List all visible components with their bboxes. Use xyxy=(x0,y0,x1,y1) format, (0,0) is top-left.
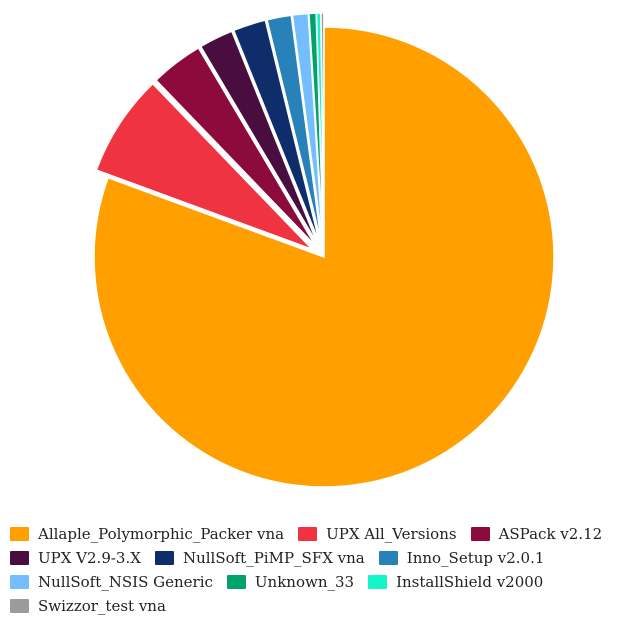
legend-label: NullSoft_NSIS Generic xyxy=(38,573,213,591)
legend-swatch xyxy=(378,551,398,565)
legend-label: Allaple_Polymorphic_Packer vna xyxy=(38,525,285,543)
legend-label: UPX V2.9-3.X xyxy=(38,549,141,567)
pie-slice-allaple-polymorphic-packer-vna xyxy=(93,26,555,488)
legend-swatch xyxy=(368,575,388,589)
legend-swatch xyxy=(226,575,246,589)
pie-slice-nullsoft-pimp-sfx-vna xyxy=(232,19,321,244)
legend-item-allaple-polymorphic-packer-vna: Allaple_Polymorphic_Packer vna xyxy=(10,525,284,543)
legend-item-unknown-33: Unknown_33 xyxy=(226,573,355,591)
pie-slice-upx-v2-9-3-x xyxy=(199,30,319,245)
legend-item-upx-all-versions: UPX All_Versions xyxy=(298,525,457,543)
legend-label: Unknown_33 xyxy=(254,573,355,591)
legend-label: ASPack v2.12 xyxy=(498,525,603,543)
legend-item-swizzor-test-vna: Swizzor_test vna xyxy=(10,597,166,615)
legend-swatch xyxy=(154,551,174,565)
pie-slice-swizzor-test-vna xyxy=(320,12,325,244)
legend-label: InstallShield v2000 xyxy=(396,573,544,591)
legend-swatch xyxy=(298,527,318,541)
legend-label: Swizzor_test vna xyxy=(38,597,166,615)
legend-label: NullSoft_PiMP_SFX vna xyxy=(182,549,365,567)
legend-swatch xyxy=(10,599,29,613)
pie-slice-upx-all-versions xyxy=(95,82,313,251)
pie-chart xyxy=(93,12,555,488)
legend-row: NullSoft_NSIS Generic Unknown_33 InstallSh… xyxy=(10,570,640,594)
legend-label: UPX All_Versions xyxy=(326,525,457,543)
legend-item-inno-setup-v2-0-1: Inno_Setup v2.0.1 xyxy=(378,549,545,567)
legend-item-aspack-v2-12: ASPack v2.12 xyxy=(470,525,603,543)
legend-item-installshield-v2000: InstallShield v2000 xyxy=(368,573,543,591)
chart-legend: Allaple_Polymorphic_Packer vna UPX All_Ve… xyxy=(10,522,640,618)
legend-row: UPX V2.9-3.X NullSoft_PiMP_SFX vna Inno_Se… xyxy=(10,546,640,570)
legend-swatch xyxy=(470,527,490,541)
pie-slice-inno-setup-v2-0-1 xyxy=(266,14,323,244)
legend-row: Allaple_Polymorphic_Packer vna UPX All_Ve… xyxy=(10,522,640,546)
legend-item-upx-v2-9-3-x: UPX V2.9-3.X xyxy=(10,549,141,567)
legend-label: Inno_Setup v2.0.1 xyxy=(406,549,545,567)
legend-swatch xyxy=(10,575,29,589)
legend-item-nullsoft-nsis-generic: NullSoft_NSIS Generic xyxy=(10,573,213,591)
legend-swatch xyxy=(10,551,29,565)
legend-row: Swizzor_test vna xyxy=(10,594,640,618)
legend-item-nullsoft-pimp-sfx-vna: NullSoft_PiMP_SFX vna xyxy=(154,549,365,567)
pie-slice-aspack-v2-12 xyxy=(154,46,317,247)
legend-swatch xyxy=(10,527,29,541)
